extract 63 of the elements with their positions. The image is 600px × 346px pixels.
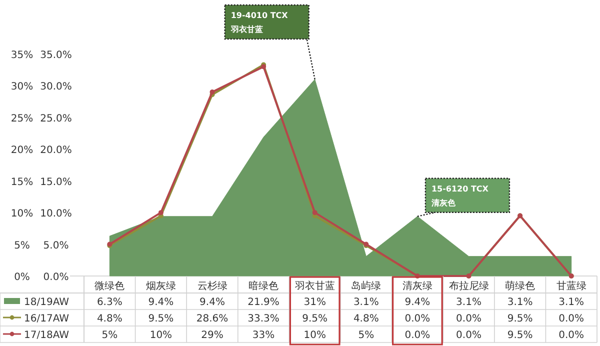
y2-tick-label: 35.0% [40,50,72,61]
y-tick-label: 25% [10,113,34,124]
legend-label: 18/19AW [24,297,70,308]
data-label: 0.0% [456,314,482,324]
data-label: 9.5% [302,314,328,324]
data-label: 3.1% [353,297,379,308]
x-tick-label: 岛屿绿 [351,280,382,292]
x-tick-label: 清灰绿 [402,280,432,292]
x-tick-label: 烟灰绿 [146,280,176,292]
data-label: 9.5% [148,314,174,324]
data-label: 33% [252,330,275,341]
y-tick-label: 35% [10,50,34,61]
y-tick-label: 15% [10,176,34,188]
legend-label: 16/17AW [24,314,70,324]
y-tick-label: 0% [14,272,30,283]
data-label: 31% [304,297,326,308]
x-tick-label: 萌绿色 [505,280,536,292]
data-label: 21.9% [248,297,280,308]
x-tick-label: 云杉绿 [197,280,228,292]
data-label: 0.0% [456,330,482,341]
data-label: 9.5% [507,330,533,341]
y2-tick-label: 15.0% [40,176,72,188]
y-tick-label: 30% [10,82,34,93]
annotation: 15-6120 TCX 清灰色 [430,184,490,208]
y-tick-label: 20% [10,145,34,156]
y2-tick-label: 25.0% [40,113,72,124]
data-label: 3.1% [558,297,584,308]
x-tick-label: 暗绿色 [248,280,279,292]
data-label: 5% [102,330,118,341]
data-label: 10% [150,330,172,341]
data-label: 3.1% [507,297,533,308]
y2-tick-label: 5.0% [43,240,69,252]
data-label: 5% [358,330,374,341]
x-tick-label: 羽衣甘蓝 [294,280,335,292]
point [210,90,215,95]
data-label: 4.8% [353,314,379,324]
data-label: 33.3% [248,314,280,324]
data-label: 4.8% [96,314,122,324]
y2-tick-label: 0.0% [43,272,69,283]
data-label: 28.6% [196,314,228,324]
data-label: 9.5% [507,314,533,324]
data-label: 3.1% [456,297,482,308]
data-label: 0.0% [558,330,584,341]
y2-tick-label: 20.0% [40,145,72,156]
data-label: 0.0% [404,314,430,324]
data-label: 9.4% [404,297,430,308]
data-label: 6.3% [96,297,122,308]
data-label: 9.4% [148,297,174,308]
data-label: 0.0% [404,330,430,341]
data-label: 0.0% [558,314,584,324]
y-tick-label: 5% [14,240,30,252]
data-label: 29% [201,330,224,341]
legend-label: 17/18AW [24,330,70,341]
data-label: 10% [304,330,326,341]
y2-tick-label: 30.0% [40,82,72,93]
x-tick-label: 微绿色 [94,280,125,292]
data-label: 9.4% [200,297,225,308]
point [312,210,318,216]
y2-tick-label: 10.0% [40,208,72,220]
point [158,210,164,216]
x-tick-label: 甘蓝绿 [556,280,586,292]
y-tick-label: 10% [10,208,34,220]
x-tick-label: 布拉尼绿 [448,280,489,292]
